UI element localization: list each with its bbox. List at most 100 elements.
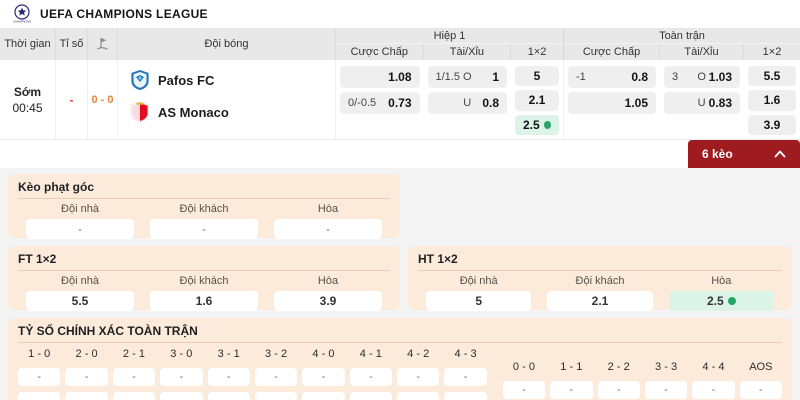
score-group-divider — [492, 347, 498, 400]
score-odds[interactable]: - — [254, 392, 298, 400]
ht-away-odds[interactable]: 2.1 — [547, 291, 653, 311]
league-header: CHAMPIONS UEFA CHAMPIONS LEAGUE — [0, 0, 800, 28]
ft-over-odds[interactable]: 3 O 1.03 — [664, 66, 740, 88]
ht-home-label: Đội nhà — [459, 275, 498, 287]
score-odds[interactable]: - — [254, 368, 298, 386]
ht-draw-odds[interactable]: 2.5 — [668, 291, 774, 311]
pafos-fc-logo-icon — [131, 70, 149, 90]
col-group-first-half: Hiệp 1 Cược Chấp Tài/Xỉu 1×2 — [336, 28, 564, 60]
score-odds[interactable]: - — [65, 392, 108, 400]
score-col-3-0: 3 - 0 - - — [160, 347, 203, 400]
score-col-4-2: 4 - 2 - - — [397, 347, 440, 400]
col-header-h1-over-under: Tài/Xỉu — [424, 44, 512, 60]
score-odds[interactable]: - — [739, 381, 782, 399]
corner-draw-odds[interactable]: - — [274, 219, 382, 239]
score-odds[interactable]: - — [160, 368, 203, 386]
h1-1x2-away-odds[interactable]: 2.1 — [515, 90, 559, 111]
h1-handicap-home-odds[interactable]: 1.08 — [340, 66, 420, 88]
exact-score-panel: TỶ SỐ CHÍNH XÁC TOÀN TRẬN 1 - 0 - - 2 - … — [8, 318, 792, 400]
match-row: Sớm 00:45 - 0 - 0 Pafos FC — [0, 60, 800, 140]
exact-score-title: TỶ SỐ CHÍNH XÁC TOÀN TRẬN — [18, 324, 782, 343]
collapse-odds-button[interactable]: 6 kèo — [688, 140, 800, 168]
col-header-full: Toàn trận — [564, 28, 800, 44]
score-col-0-0: 0 - 0 - — [502, 347, 546, 400]
score-odds[interactable]: - — [444, 392, 487, 400]
h1-1x2-draw-odds[interactable]: 2.5 — [515, 114, 559, 135]
col-header-score: Tỉ số — [56, 28, 88, 60]
score-odds[interactable]: - — [644, 381, 688, 399]
ht-1x2-panel: HT 1×2 Đội nhà 5 Đội khách 2.1 Hòa 2.5 — [408, 246, 792, 311]
score-odds[interactable]: - — [65, 368, 108, 386]
score-odds[interactable]: - — [349, 368, 392, 386]
h1-over-odds[interactable]: 1/1.5 O 1 — [427, 66, 507, 88]
ft-draw-odds[interactable]: 3.9 — [274, 291, 382, 311]
ft-1x2-away-odds[interactable]: 1.6 — [748, 90, 796, 111]
col-header-ft-over-under: Tài/Xỉu — [660, 44, 744, 60]
as-monaco-logo-icon — [131, 101, 149, 123]
chevron-up-icon — [774, 150, 786, 158]
away-team-row[interactable]: AS Monaco — [130, 100, 335, 124]
score-odds[interactable]: - — [302, 392, 345, 400]
ft-1x2-draw-odds[interactable]: 3.9 — [748, 114, 796, 135]
corner-away-label: Đội khách — [179, 203, 229, 215]
ht-draw-label: Hòa — [711, 275, 732, 287]
ft-under-odds[interactable]: U 0.83 — [664, 92, 740, 114]
score-odds[interactable]: - — [18, 392, 61, 400]
ft-handicap-home-odds[interactable]: -1 0.8 — [568, 66, 656, 88]
score-odds[interactable]: - — [112, 368, 156, 386]
score-col-2-0: 2 - 0 - - — [65, 347, 108, 400]
ft-away-label: Đội khách — [179, 275, 229, 287]
score-odds[interactable]: - — [502, 381, 546, 399]
score-odds[interactable]: - — [444, 368, 487, 386]
score-odds[interactable]: - — [160, 392, 203, 400]
score-odds[interactable]: - — [692, 381, 735, 399]
score-col-4-0: 4 - 0 - - — [302, 347, 345, 400]
ht-home-odds[interactable]: 5 — [426, 291, 532, 311]
green-dot-icon — [727, 297, 736, 305]
ft-handicap-away-odds[interactable]: 1.05 — [568, 92, 656, 114]
match-teams: Pafos FC AS Monaco — [118, 60, 336, 139]
corner-odds-panel: Kèo phạt góc Đội nhà - Đội khách - Hòa - — [8, 174, 400, 239]
score-col-2-2: 2 - 2 - — [597, 347, 640, 400]
score-odds[interactable]: - — [18, 368, 61, 386]
score-odds[interactable]: - — [112, 392, 156, 400]
expanded-odds-panels: Kèo phạt góc Đội nhà - Đội khách - Hòa -… — [0, 168, 800, 400]
h1-handicap-away-odds[interactable]: 0/-0.5 0.73 — [340, 92, 420, 114]
col-header-half1: Hiệp 1 — [336, 28, 563, 44]
score-odds[interactable]: - — [207, 392, 250, 400]
score-col-4-1: 4 - 1 - - — [349, 347, 392, 400]
score-col-4-4: 4 - 4 - — [692, 347, 735, 400]
score-odds[interactable]: - — [550, 381, 593, 399]
ft-panel-title: FT 1×2 — [18, 252, 390, 271]
corner-away-odds[interactable]: - — [150, 219, 258, 239]
score-odds[interactable]: - — [207, 368, 250, 386]
col-header-ft-1x2: 1×2 — [762, 46, 782, 58]
ft-home-odds[interactable]: 5.5 — [26, 291, 134, 311]
corner-home-label: Đội nhà — [61, 203, 99, 215]
first-half-odds: 1.08 0/-0.5 0.73 1/1.5 O 1 U 0.8 — [336, 60, 564, 139]
score-odds[interactable]: - — [597, 381, 640, 399]
score-odds[interactable]: - — [302, 368, 345, 386]
ft-1x2-panel: FT 1×2 Đội nhà 5.5 Đội khách 1.6 Hòa 3.9 — [8, 246, 400, 311]
home-team-row[interactable]: Pafos FC — [130, 68, 335, 92]
match-score: - — [56, 60, 88, 139]
away-team-name: AS Monaco — [158, 104, 229, 120]
score-odds[interactable]: - — [397, 392, 440, 400]
ht-panel-title: HT 1×2 — [418, 252, 782, 271]
score-col-1-1: 1 - 1 - — [550, 347, 593, 400]
score-odds[interactable]: - — [397, 368, 440, 386]
score-col-1-0: 1 - 0 - - — [18, 347, 61, 400]
match-time-label: Sớm — [13, 84, 42, 99]
match-corners: 0 - 0 — [88, 60, 118, 139]
score-odds[interactable]: - — [349, 392, 392, 400]
home-team-name: Pafos FC — [158, 72, 215, 88]
h1-under-odds[interactable]: U 0.8 — [427, 92, 507, 114]
corner-home-odds[interactable]: - — [26, 219, 134, 239]
corner-flag-icon — [88, 28, 118, 60]
match-kickoff-time: 00:45 — [12, 100, 43, 115]
ht-away-label: Đội khách — [575, 275, 625, 287]
ft-1x2-home-odds[interactable]: 5.5 — [748, 66, 796, 87]
h1-1x2-home-odds[interactable]: 5 — [515, 66, 559, 87]
ft-away-odds[interactable]: 1.6 — [150, 291, 258, 311]
page-title: UEFA CHAMPIONS LEAGUE — [40, 7, 208, 21]
